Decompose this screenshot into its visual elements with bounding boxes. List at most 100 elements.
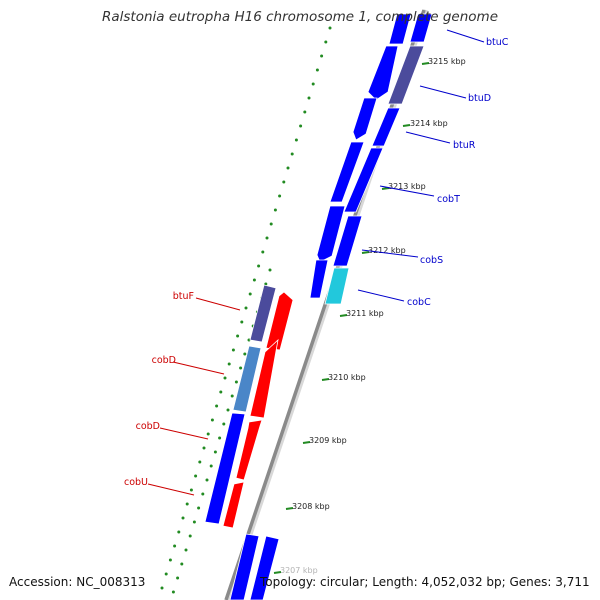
ruler-dot bbox=[209, 464, 213, 468]
gene-feature[interactable] bbox=[329, 141, 365, 203]
scale-tick-label: 3212 kbp bbox=[368, 246, 406, 255]
ruler-dot bbox=[202, 446, 206, 450]
ruler-dot bbox=[227, 362, 231, 366]
ruler-dot bbox=[234, 380, 238, 384]
ruler-dot bbox=[219, 390, 223, 394]
gene-feature[interactable] bbox=[352, 97, 378, 141]
ruler-dot bbox=[210, 418, 214, 422]
ruler-dot bbox=[290, 152, 294, 156]
leader-line bbox=[361, 249, 419, 258]
scale-ticks: 3215 kbp 3214 kbp 3213 kbp 3212 kbp 3211 kbp… bbox=[273, 57, 466, 575]
gene-feature[interactable] bbox=[371, 107, 401, 147]
ruler-dot bbox=[320, 54, 324, 58]
gene-label-btuD[interactable]: btuD bbox=[468, 93, 491, 104]
ruler-dot bbox=[215, 404, 219, 408]
scale-tick-label: 3210 kbp bbox=[328, 373, 366, 382]
scale-tick-mark bbox=[302, 441, 311, 444]
ruler-dot bbox=[218, 436, 222, 440]
ruler-dot bbox=[328, 26, 332, 30]
ruler-dot bbox=[230, 394, 234, 398]
ruler-dot bbox=[197, 506, 201, 510]
gene-feature[interactable] bbox=[232, 345, 262, 413]
gene-label-cobU[interactable]: cobU bbox=[124, 477, 148, 488]
ruler-dot bbox=[192, 520, 196, 524]
gene-feature[interactable] bbox=[367, 45, 399, 101]
ruler-dot bbox=[324, 40, 328, 44]
ruler-dot bbox=[315, 68, 319, 72]
gene-label-cobT[interactable]: cobT bbox=[437, 194, 460, 205]
gene-feature[interactable] bbox=[332, 215, 363, 267]
gene-feature[interactable] bbox=[249, 535, 280, 600]
ruler-dot bbox=[189, 488, 193, 492]
ruler-dot bbox=[176, 576, 180, 580]
gene-feature[interactable] bbox=[409, 13, 433, 43]
gene-feature[interactable] bbox=[229, 533, 260, 600]
gene-feature[interactable] bbox=[316, 205, 346, 263]
gene-feature[interactable] bbox=[387, 45, 425, 105]
ruler-dot bbox=[247, 338, 251, 342]
gene-features bbox=[204, 13, 433, 600]
scale-tick-label: 3207 kbp bbox=[280, 566, 318, 575]
ruler-dot bbox=[240, 320, 244, 324]
ruler-dot bbox=[205, 478, 209, 482]
leader-line bbox=[405, 131, 451, 144]
gene-feature[interactable] bbox=[249, 338, 279, 419]
ruler-dot bbox=[257, 264, 261, 268]
ruler-dot bbox=[206, 432, 210, 436]
ruler-dot bbox=[264, 282, 268, 286]
ruler-dot bbox=[278, 194, 282, 198]
ruler-dot bbox=[236, 334, 240, 338]
ruler-dot bbox=[198, 460, 202, 464]
ruler-dot bbox=[185, 502, 189, 506]
gene-label-cobD[interactable]: cobD bbox=[152, 355, 176, 366]
ruler-dot bbox=[294, 138, 298, 142]
leader-line bbox=[159, 427, 209, 440]
leader-line bbox=[446, 29, 485, 43]
ruler-dot bbox=[244, 306, 248, 310]
ruler-dot bbox=[265, 236, 269, 240]
ruler-dot bbox=[273, 208, 277, 212]
gene-feature[interactable] bbox=[324, 267, 350, 305]
leader-line bbox=[419, 85, 467, 99]
gene-feature[interactable] bbox=[388, 13, 412, 45]
scale-tick-mark bbox=[339, 314, 348, 317]
gene-feature[interactable] bbox=[222, 481, 245, 529]
leader-line bbox=[357, 289, 405, 302]
scale-tick-mark bbox=[421, 62, 430, 65]
ruler-dot bbox=[171, 590, 175, 594]
scale-tick-label: 3208 kbp bbox=[292, 502, 330, 511]
scale-tick-label: 3211 kbp bbox=[346, 309, 384, 318]
ruler-dot bbox=[184, 548, 188, 552]
ruler-dot bbox=[248, 292, 252, 296]
ruler-dot bbox=[160, 586, 164, 590]
ruler-dot bbox=[188, 534, 192, 538]
ruler-dot bbox=[307, 96, 311, 100]
gene-label-cobD[interactable]: cobD bbox=[136, 421, 160, 432]
accession-text: Accession: NC_008313 bbox=[9, 575, 146, 589]
leader-line bbox=[379, 185, 435, 197]
ruler-dot bbox=[269, 222, 273, 226]
gene-feature[interactable] bbox=[343, 147, 384, 213]
ruler-dots bbox=[160, 26, 332, 590]
gene-feature[interactable] bbox=[204, 412, 246, 525]
gene-label-btuC[interactable]: btuC bbox=[486, 37, 509, 48]
ruler-dot bbox=[222, 422, 226, 426]
label-leaders bbox=[147, 29, 485, 496]
leader-line bbox=[195, 297, 241, 311]
ruler-dot bbox=[168, 558, 172, 562]
gene-label-cobS[interactable]: cobS bbox=[420, 255, 443, 266]
ruler-dot bbox=[194, 474, 198, 478]
genome-summary-text: Topology: circular; Length: 4,052,032 bp… bbox=[260, 575, 590, 589]
gene-label-cobC[interactable]: cobC bbox=[407, 297, 431, 308]
ruler-dot bbox=[303, 110, 307, 114]
gene-feature[interactable] bbox=[309, 259, 329, 299]
gene-feature[interactable] bbox=[235, 419, 263, 481]
gene-feature[interactable] bbox=[249, 284, 277, 343]
scale-tick-label: 3213 kbp bbox=[388, 182, 426, 191]
gene-labels: btuC btuD btuR cobT cobS cobC btuF cobD cobD cobU bbox=[124, 37, 509, 488]
gene-label-btuF[interactable]: btuF bbox=[173, 291, 194, 302]
ruler-dot bbox=[223, 376, 227, 380]
gene-label-btuR[interactable]: btuR bbox=[453, 140, 476, 151]
ruler-dot bbox=[252, 278, 256, 282]
